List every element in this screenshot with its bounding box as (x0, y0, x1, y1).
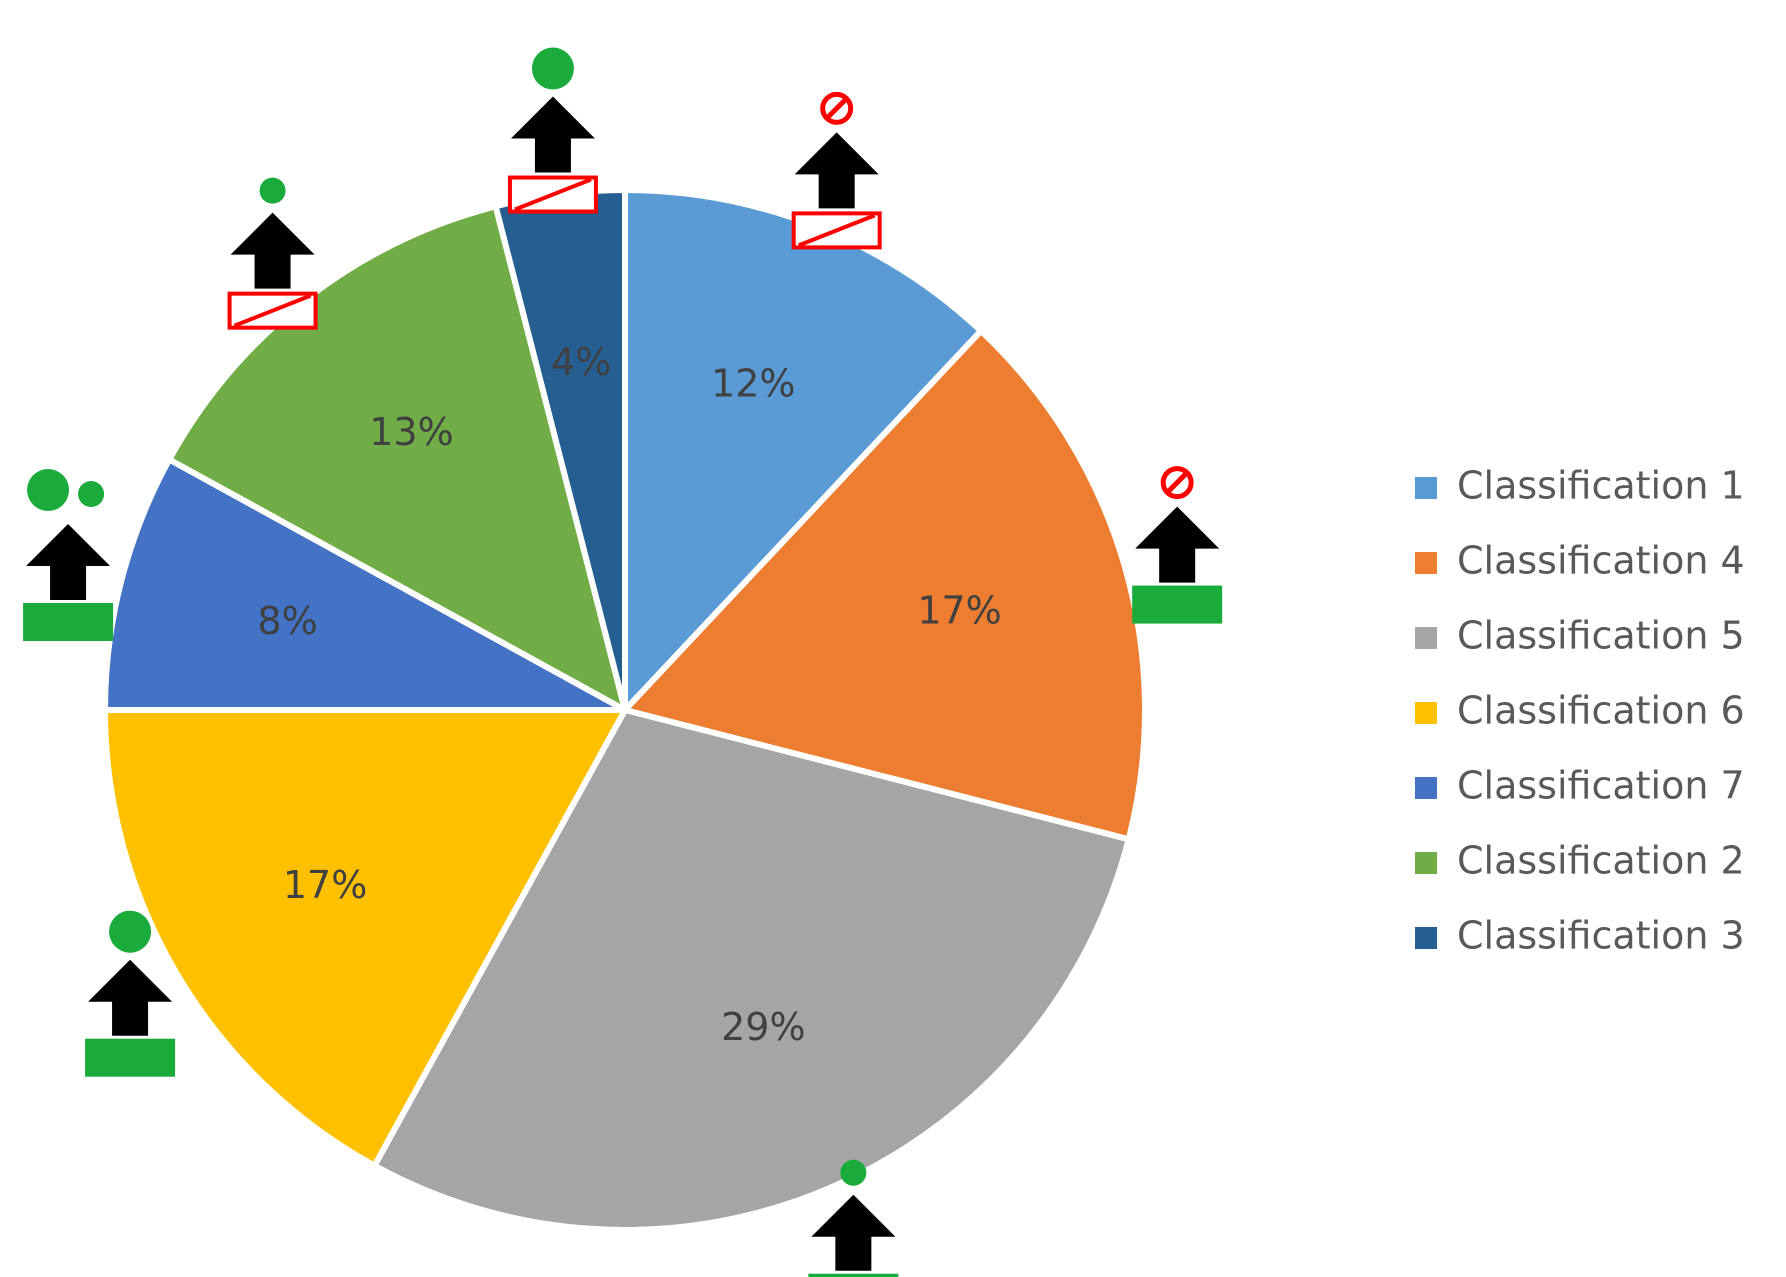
black-up-arrow-icon (26, 524, 111, 601)
legend-swatch (1415, 852, 1437, 874)
slice-label-classification-5: 29% (721, 1005, 805, 1049)
legend-swatch (1415, 627, 1437, 649)
legend-label: Classification 5 (1457, 614, 1745, 658)
green-bar-icon (1132, 585, 1223, 624)
slice-label-classification-2: 13% (369, 410, 453, 454)
pie-slices (102, 187, 1148, 1233)
marker-classification-2 (227, 177, 318, 330)
marker-classification-6 (85, 910, 176, 1077)
legend-item-classification-2: Classification 2 (1415, 839, 1745, 883)
marker-classification-3 (507, 47, 598, 214)
legend-swatch (1415, 477, 1437, 499)
red-crossed-box-icon (227, 291, 318, 330)
marker-classification-5 (808, 1159, 899, 1277)
marker-classification-4 (1132, 466, 1223, 624)
green-dot-icon (109, 910, 152, 953)
green-bar-icon (23, 603, 114, 642)
red-no-sign-icon (1160, 466, 1194, 500)
legend-item-classification-1: Classification 1 (1415, 464, 1745, 508)
pie-slice-classification-4 (622, 327, 1148, 843)
pie-slice-classification-6 (102, 707, 628, 1169)
marker-classification-1 (791, 91, 882, 250)
slice-label-classification-4: 17% (917, 588, 1001, 632)
legend-swatch (1415, 702, 1437, 724)
green-dot-icon (840, 1159, 867, 1186)
red-crossed-box-icon (507, 175, 598, 214)
red-no-sign-icon (820, 91, 854, 125)
black-up-arrow-icon (88, 959, 173, 1036)
legend: Classification 1 Classification 4 Classifi… (1415, 464, 1745, 958)
legend-item-classification-6: Classification 6 (1415, 689, 1745, 733)
legend-label: Classification 6 (1457, 689, 1745, 733)
marker-classification-7 (23, 469, 114, 642)
slice-labels: 12% 17% 29% 17% 8% 13% 4% (257, 340, 1001, 1049)
legend-label: Classification 7 (1457, 764, 1745, 808)
green-dot-icon (27, 469, 70, 512)
black-up-arrow-icon (1135, 506, 1220, 583)
legend-label: Classification 2 (1457, 839, 1745, 883)
legend-label: Classification 3 (1457, 914, 1745, 958)
green-dot-icon (531, 47, 574, 90)
legend-item-classification-3: Classification 3 (1415, 914, 1745, 958)
black-up-arrow-icon (230, 212, 315, 289)
legend-label: Classification 4 (1457, 539, 1745, 583)
legend-swatch (1415, 552, 1437, 574)
pie-slice-classification-5 (371, 707, 1132, 1233)
pie-slice-classification-7 (102, 456, 628, 713)
slice-label-classification-7: 8% (257, 599, 317, 643)
slice-label-classification-1: 12% (711, 362, 795, 406)
green-dot-icon (259, 177, 286, 204)
legend-swatch (1415, 777, 1437, 799)
slice-label-classification-3: 4% (551, 340, 611, 384)
black-up-arrow-icon (811, 1194, 896, 1271)
slice-markers (23, 47, 1223, 1277)
black-up-arrow-icon (510, 96, 595, 173)
red-crossed-box-icon (791, 211, 882, 250)
legend-item-classification-7: Classification 7 (1415, 764, 1745, 808)
legend-swatch (1415, 927, 1437, 949)
slice-label-classification-6: 17% (283, 863, 367, 907)
black-up-arrow-icon (794, 132, 879, 209)
green-bar-icon (808, 1273, 899, 1277)
legend-item-classification-5: Classification 5 (1415, 614, 1745, 658)
legend-item-classification-4: Classification 4 (1415, 539, 1745, 583)
green-dot-icon (78, 481, 105, 508)
green-bar-icon (85, 1038, 176, 1077)
legend-label: Classification 1 (1457, 464, 1745, 508)
